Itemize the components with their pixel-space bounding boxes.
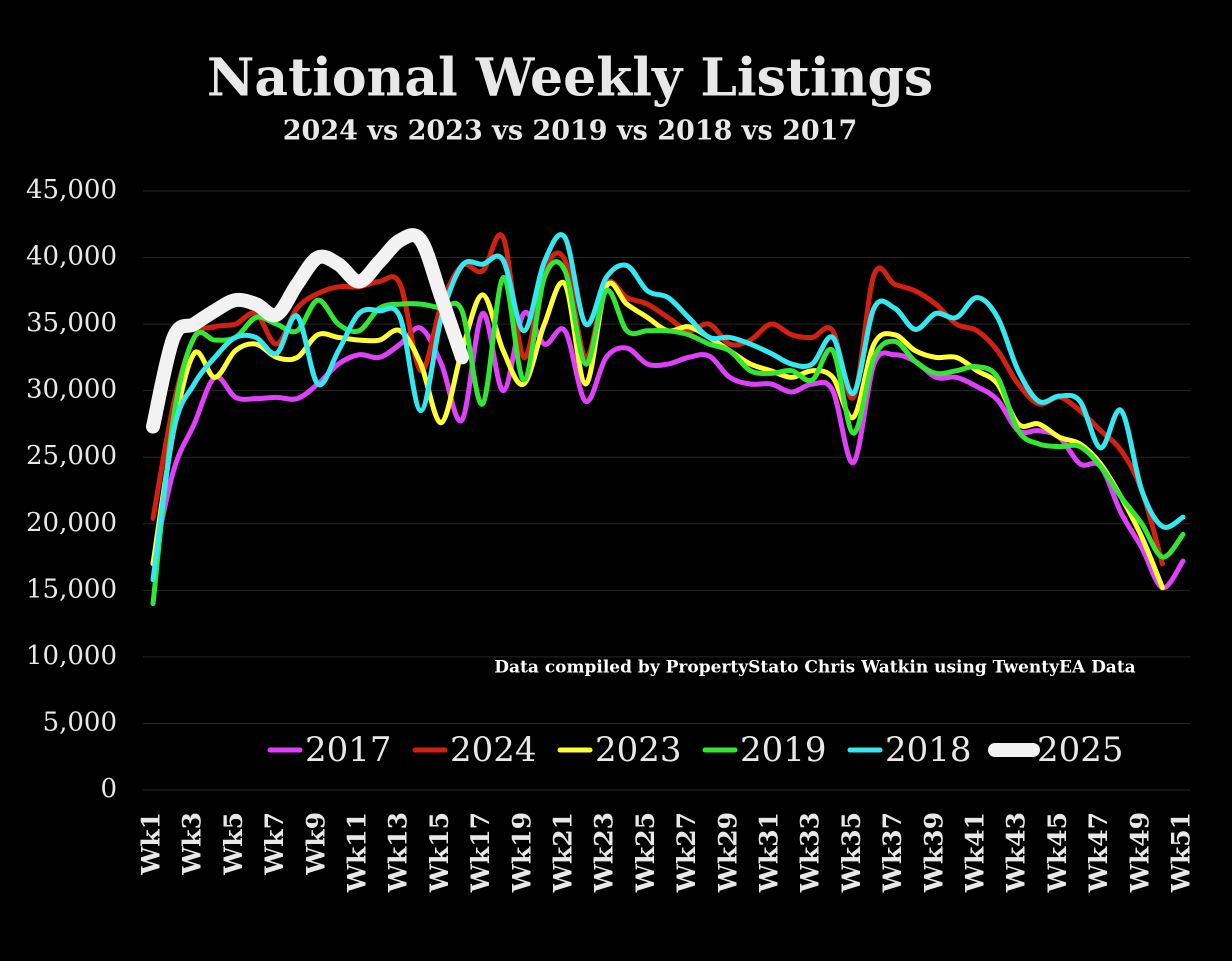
y-tick-label: 45,000 <box>26 175 117 205</box>
series-line <box>150 259 1186 607</box>
legend-label: 2025 <box>1037 730 1124 770</box>
x-tick-label: Wk3 <box>178 812 207 876</box>
series-line <box>150 232 1186 583</box>
x-tick-label: Wk45 <box>1043 812 1072 893</box>
x-tick-label: Wk49 <box>1125 812 1154 893</box>
x-tick-label: Wk25 <box>631 812 660 893</box>
x-tick-label: Wk13 <box>384 812 413 893</box>
x-tick-label: Wk23 <box>590 812 619 893</box>
legend-label: 2018 <box>885 730 972 770</box>
x-tick-label: Wk41 <box>961 812 990 893</box>
y-tick-label: 5,000 <box>43 707 117 737</box>
x-tick-label: Wk47 <box>1084 812 1113 893</box>
y-tick-label: 30,000 <box>26 375 117 405</box>
x-tick-label: Wk31 <box>755 812 784 893</box>
series-line <box>150 232 1165 567</box>
x-tick-label: Wk51 <box>1167 812 1196 893</box>
x-tick-label: Wk19 <box>507 812 536 893</box>
y-tick-label: 20,000 <box>26 508 117 538</box>
y-tick-label: 25,000 <box>26 441 117 471</box>
x-tick-label: Wk5 <box>219 812 248 876</box>
annotation: Data compiled by PropertyStato Chris Wat… <box>494 658 1135 678</box>
y-tick-label: 35,000 <box>26 308 117 338</box>
x-tick-label: Wk7 <box>260 812 289 876</box>
x-tick-label: Wk29 <box>713 812 742 893</box>
x-tick-label: Wk35 <box>837 812 866 893</box>
x-tick-label: Wk11 <box>343 812 372 893</box>
x-tick-label: Wk37 <box>878 812 907 893</box>
chart-title: National Weekly Listings <box>207 48 933 109</box>
x-tick-label: Wk39 <box>919 812 948 893</box>
chart-subtitle: 2024 vs 2023 vs 2019 vs 2018 vs 2017 <box>283 116 858 147</box>
y-tick-label: 15,000 <box>26 574 117 604</box>
legend-label: 2024 <box>450 730 537 770</box>
x-tick-label: Wk27 <box>672 812 701 893</box>
series-line <box>146 228 469 434</box>
x-tick-label: Wk21 <box>549 812 578 893</box>
legend-label: 2017 <box>305 730 392 770</box>
legend-label: 2023 <box>595 730 682 770</box>
y-tick-label: 40,000 <box>26 242 117 272</box>
x-tick-label: Wk17 <box>466 812 495 893</box>
series-line <box>150 279 1165 591</box>
y-tick-label: 10,000 <box>26 641 117 671</box>
x-tick-label: Wk15 <box>425 812 454 893</box>
x-tick-label: Wk43 <box>1002 812 1031 893</box>
legend-label: 2019 <box>740 730 827 770</box>
x-tick-label: Wk33 <box>796 812 825 893</box>
x-tick-label: Wk9 <box>301 812 330 876</box>
x-tick-label: Wk1 <box>137 812 166 876</box>
y-tick-label: 0 <box>100 774 117 804</box>
